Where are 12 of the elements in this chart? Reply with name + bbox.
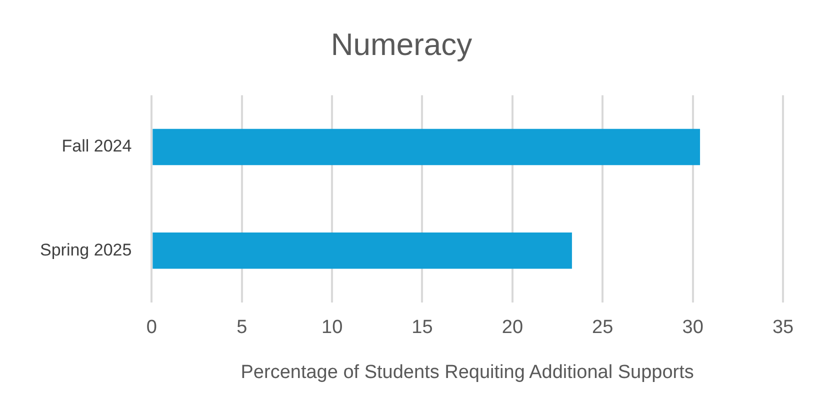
x-tick-label: 30 [682, 317, 704, 338]
x-tick-label: 20 [502, 317, 524, 338]
x-tick-label: 35 [772, 317, 794, 338]
chart-title: Numeracy [330, 27, 473, 62]
x-axis-title: Percentage of Students Requiting Additional Supports [240, 362, 694, 383]
x-tick-label: 25 [592, 317, 614, 338]
x-tick-label: 15 [412, 317, 433, 338]
y-tick-label: Fall 2024 [62, 136, 132, 156]
x-tick-label: 5 [236, 317, 248, 338]
y-tick-label: Spring 2025 [40, 240, 132, 260]
x-tick-label: 0 [146, 317, 157, 338]
x-tick-label: 10 [321, 317, 343, 338]
